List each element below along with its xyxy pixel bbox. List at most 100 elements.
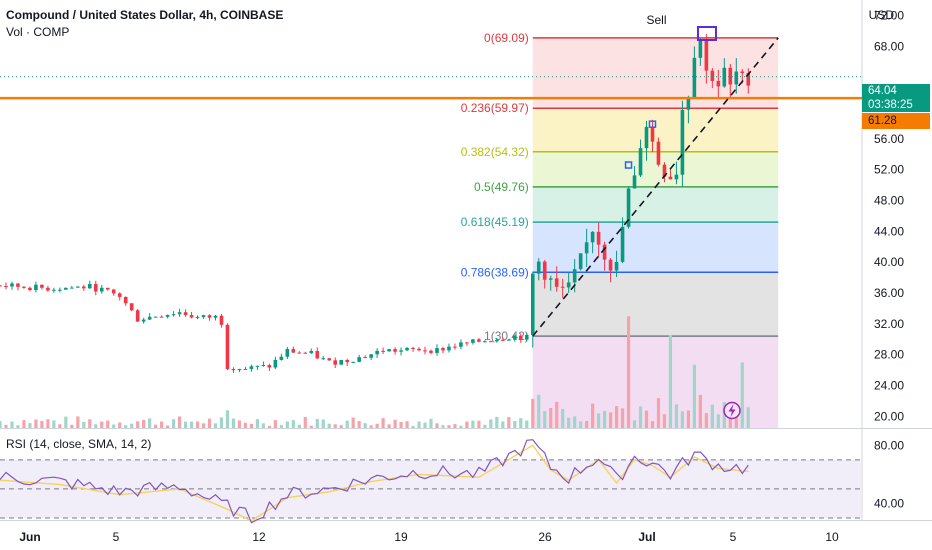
candle-body bbox=[584, 242, 589, 254]
volume-bar bbox=[357, 421, 361, 428]
candle-body bbox=[267, 365, 272, 368]
volume-bar bbox=[124, 425, 128, 428]
candle-body bbox=[297, 352, 302, 354]
candle-body bbox=[10, 283, 14, 287]
volume-bar bbox=[148, 418, 152, 428]
volume-indicator-label[interactable]: Vol · COMP bbox=[6, 25, 70, 39]
candle-body bbox=[111, 289, 116, 294]
candle-body bbox=[261, 365, 266, 367]
time-axis-tick: Jul bbox=[638, 530, 655, 544]
volume-bar bbox=[453, 424, 457, 428]
volume-bar bbox=[213, 423, 218, 428]
volume-bar bbox=[339, 425, 343, 428]
fib-level-label: 0.786(38.69) bbox=[461, 265, 529, 279]
volume-bar bbox=[471, 420, 475, 428]
candle-body bbox=[189, 315, 194, 318]
volume-bar bbox=[207, 418, 212, 428]
candle-body bbox=[638, 148, 643, 176]
fibonacci-retracement[interactable]: 0(69.09) 0.236(59.97) 0.382(54.32) 0.5(49.7… bbox=[461, 31, 779, 428]
candle-body bbox=[501, 339, 505, 341]
fib-zone bbox=[532, 151, 779, 187]
volume-bar bbox=[279, 425, 283, 428]
fib-zone bbox=[532, 272, 779, 337]
volume-bar bbox=[435, 423, 439, 428]
volume-bar bbox=[52, 420, 56, 428]
currency-label[interactable]: USD bbox=[868, 8, 894, 22]
price-axis-tick: 32.00 bbox=[874, 317, 904, 331]
candle-body bbox=[662, 164, 667, 177]
price-axis-tick: 72.00 bbox=[874, 8, 904, 22]
candle-body bbox=[34, 284, 38, 291]
volume-bar bbox=[579, 421, 583, 428]
candle-body bbox=[399, 350, 403, 352]
price-candles bbox=[0, 34, 751, 373]
volume-bar bbox=[291, 420, 295, 428]
candle-body bbox=[213, 315, 218, 318]
candle-body bbox=[141, 319, 146, 322]
candle-body bbox=[686, 97, 691, 110]
candle-body bbox=[117, 293, 122, 297]
price-axis[interactable]: 72.00 68.00 56.00 52.00 48.00 44.00 40.00 36.00… bbox=[874, 8, 904, 510]
volume-bar bbox=[728, 412, 732, 428]
candle-body bbox=[566, 282, 571, 288]
candle-body bbox=[704, 40, 709, 71]
time-axis[interactable]: Jun 5 12 19 26 Jul 5 10 bbox=[19, 530, 839, 544]
candle-body bbox=[728, 67, 733, 85]
volume-bar bbox=[345, 420, 349, 428]
candle-countdown: 03:38:25 bbox=[868, 99, 913, 111]
volume-bar bbox=[710, 404, 714, 428]
fib-zone bbox=[532, 108, 779, 152]
volume-bar bbox=[375, 423, 379, 428]
volume-bar bbox=[177, 416, 182, 428]
drawings[interactable]: Sell bbox=[0, 13, 862, 420]
time-axis-tick: 5 bbox=[730, 530, 737, 544]
rsi-indicator-label[interactable]: RSI (14, close, SMA, 14, 2) bbox=[6, 437, 152, 451]
candle-body bbox=[183, 312, 188, 316]
candle-body bbox=[231, 368, 236, 371]
candle-body bbox=[249, 366, 254, 369]
candle-body bbox=[195, 317, 200, 319]
candle-body bbox=[165, 314, 170, 317]
trendline-anchor-marker bbox=[648, 120, 657, 128]
volume-bar bbox=[387, 424, 391, 428]
candle-body bbox=[279, 356, 284, 360]
candle-body bbox=[16, 283, 20, 287]
candle-body bbox=[716, 80, 721, 87]
candle-body bbox=[4, 286, 8, 288]
volume-bar bbox=[22, 420, 26, 428]
volume-bar bbox=[650, 421, 655, 428]
volume-bar bbox=[626, 316, 631, 428]
volume-bar bbox=[70, 424, 74, 428]
time-axis-tick: 19 bbox=[394, 530, 408, 544]
rsi-axis-tick: 80.00 bbox=[874, 438, 904, 452]
candle-body bbox=[87, 284, 92, 289]
volume-bar bbox=[513, 421, 517, 428]
candle-body bbox=[273, 359, 278, 368]
candle-body bbox=[680, 109, 685, 175]
candle-body bbox=[572, 269, 577, 283]
candle-body bbox=[596, 231, 601, 245]
fib-zone bbox=[532, 186, 779, 223]
candle-body bbox=[405, 347, 409, 351]
volume-bar bbox=[237, 420, 242, 428]
candle-body bbox=[345, 359, 349, 363]
candle-body bbox=[674, 174, 679, 180]
candle-body bbox=[46, 287, 50, 291]
candle-body bbox=[650, 126, 655, 142]
symbol-title[interactable]: Compound / United States Dollar, 4h, COI… bbox=[6, 8, 284, 22]
candle-body bbox=[614, 261, 619, 271]
volume-bar bbox=[267, 425, 271, 428]
volume-bar bbox=[537, 394, 541, 428]
volume-bar bbox=[555, 401, 559, 428]
volume-bar bbox=[405, 421, 409, 428]
candle-body bbox=[177, 312, 182, 315]
candle-body bbox=[225, 324, 230, 369]
trendline-anchor-marker bbox=[624, 161, 633, 169]
volume-bar bbox=[363, 423, 367, 428]
candle-body bbox=[76, 286, 80, 288]
candle-body bbox=[171, 314, 176, 316]
candle-body bbox=[471, 339, 475, 343]
candle-body bbox=[357, 357, 361, 362]
candle-body bbox=[309, 351, 314, 354]
